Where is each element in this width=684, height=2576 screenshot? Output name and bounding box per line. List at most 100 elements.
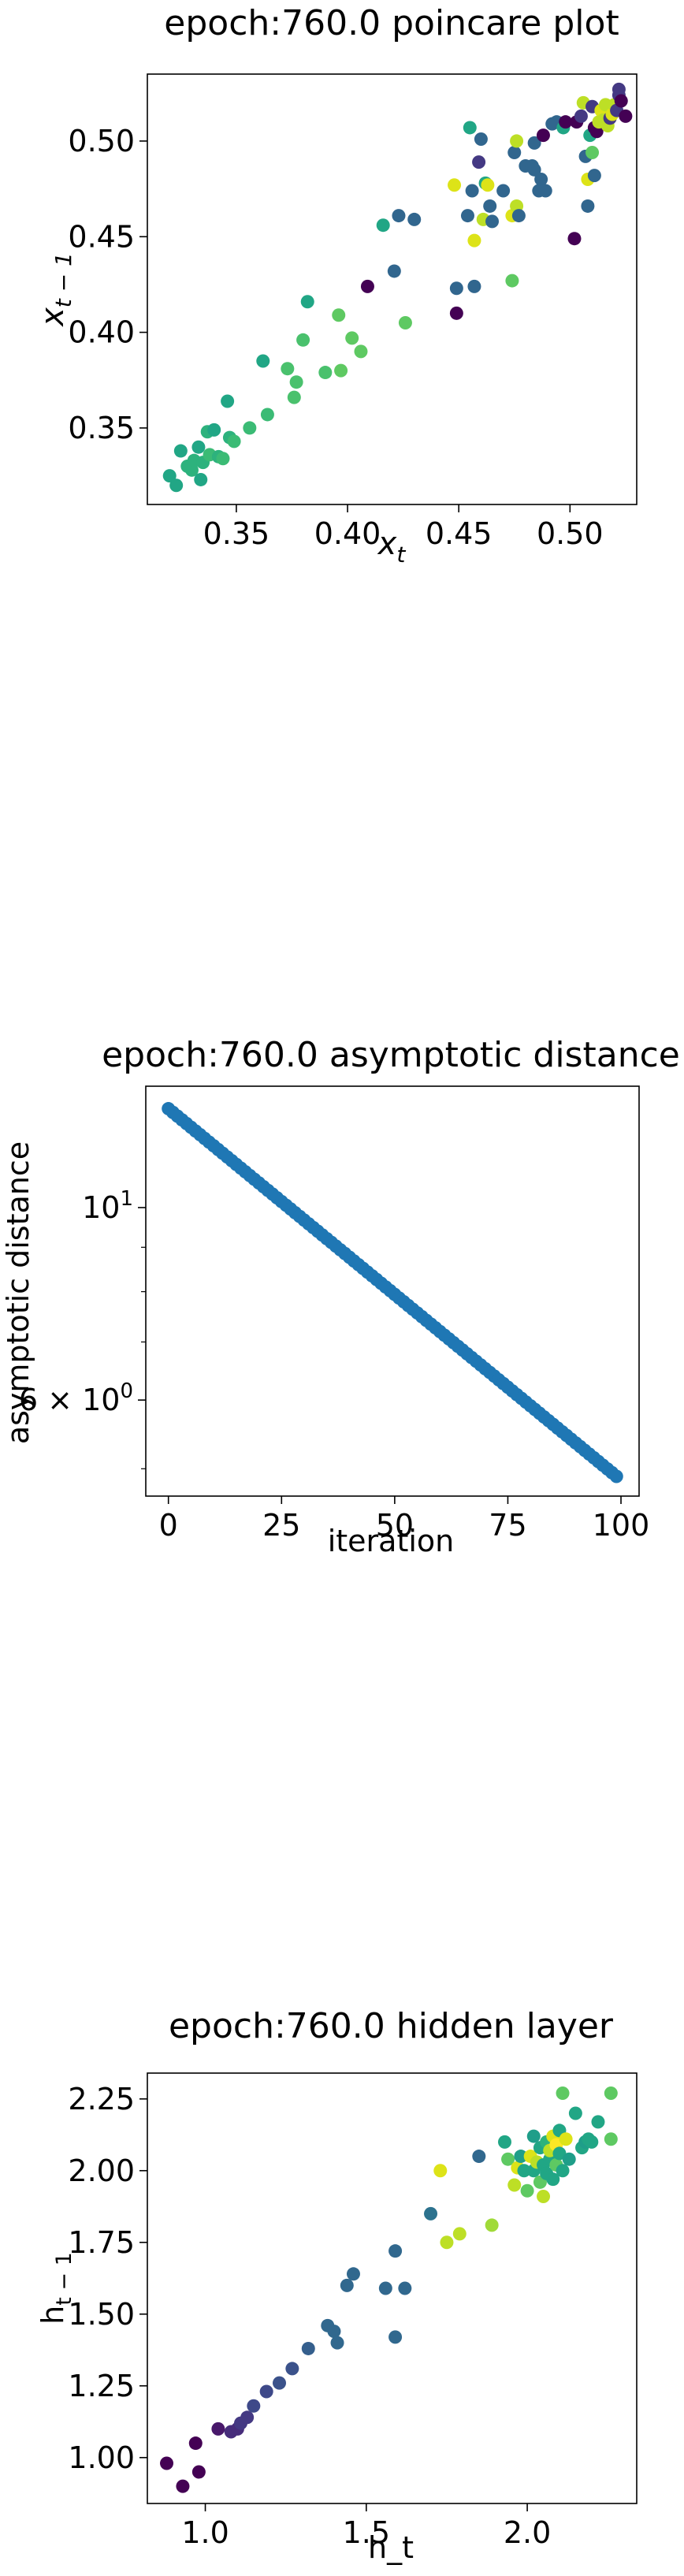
data-point bbox=[465, 184, 479, 198]
data-point bbox=[433, 2164, 448, 2178]
data-point bbox=[332, 308, 346, 322]
data-point bbox=[507, 2178, 522, 2192]
data-point bbox=[398, 315, 412, 329]
data-point bbox=[392, 209, 406, 223]
data-point bbox=[173, 444, 188, 458]
data-point bbox=[285, 2362, 299, 2376]
data-point bbox=[485, 2218, 499, 2232]
data-point bbox=[609, 1469, 623, 1483]
x-tick-label: 100 bbox=[593, 1508, 650, 1543]
data-point bbox=[485, 214, 500, 229]
chart-title: epoch:760.0 hidden layer bbox=[169, 2006, 614, 2046]
data-point bbox=[527, 162, 541, 177]
x-tick-label: 25 bbox=[262, 1508, 300, 1543]
data-points bbox=[162, 1102, 623, 1483]
x-tick-label: 0.45 bbox=[426, 516, 493, 551]
data-point bbox=[243, 421, 257, 435]
data-point bbox=[612, 82, 626, 96]
data-point bbox=[568, 2106, 582, 2120]
data-point bbox=[604, 2132, 618, 2146]
x-axis-label: iteration bbox=[328, 1524, 455, 1558]
data-point bbox=[227, 434, 241, 449]
data-point bbox=[273, 2376, 287, 2390]
data-point bbox=[546, 2172, 560, 2187]
data-point bbox=[510, 134, 524, 148]
data-point bbox=[463, 121, 477, 135]
x-tick-label: 50 bbox=[376, 1508, 414, 1543]
data-point bbox=[559, 115, 573, 129]
y-tick-label: 0.45 bbox=[68, 219, 135, 254]
data-point bbox=[287, 390, 301, 404]
y-tick-label: 0.35 bbox=[68, 411, 135, 445]
data-point bbox=[448, 178, 462, 192]
y-tick-label: 0.50 bbox=[68, 124, 135, 158]
data-point bbox=[388, 2244, 403, 2258]
x-tick-label: 75 bbox=[489, 1508, 526, 1543]
asymptotic-distance-plot: epoch:760.0 asymptotic distance 0 25 50 75 1… bbox=[1, 1035, 680, 1558]
data-point bbox=[191, 2465, 206, 2479]
data-point bbox=[591, 2115, 605, 2129]
data-point bbox=[538, 184, 552, 198]
y-tick-label: 1.50 bbox=[68, 2297, 135, 2332]
data-point bbox=[556, 2086, 570, 2100]
data-point bbox=[467, 233, 481, 248]
data-point bbox=[483, 199, 497, 213]
data-point bbox=[614, 94, 628, 108]
data-point bbox=[527, 136, 541, 150]
data-point bbox=[424, 2206, 438, 2220]
data-point bbox=[536, 128, 550, 143]
data-point bbox=[505, 274, 519, 288]
data-point bbox=[587, 169, 601, 183]
plot-frame bbox=[147, 73, 638, 505]
data-point bbox=[520, 2183, 534, 2198]
data-point bbox=[387, 264, 401, 278]
x-tick-label: 2.0 bbox=[504, 2515, 551, 2550]
y-axis-label: xt − 1 bbox=[35, 252, 76, 328]
data-point bbox=[481, 178, 495, 192]
data-point bbox=[496, 184, 511, 198]
y-axis-label: asymptotic distance bbox=[1, 1141, 35, 1444]
data-point bbox=[194, 472, 208, 486]
data-point bbox=[567, 232, 582, 246]
data-point bbox=[346, 2267, 360, 2281]
x-tick-label: 0.50 bbox=[537, 516, 604, 551]
x-tick-label: 0 bbox=[159, 1508, 178, 1543]
data-point bbox=[514, 2150, 528, 2164]
plot-frame bbox=[145, 1085, 640, 1497]
data-point bbox=[552, 2146, 567, 2161]
data-point bbox=[160, 2456, 174, 2470]
data-point bbox=[169, 478, 184, 493]
data-point bbox=[440, 2235, 454, 2250]
data-point bbox=[318, 366, 333, 380]
y-tick-label: 1.00 bbox=[68, 2440, 135, 2475]
data-point bbox=[191, 440, 206, 454]
data-point bbox=[559, 2132, 573, 2146]
data-point bbox=[398, 2281, 412, 2295]
data-point bbox=[281, 362, 295, 376]
y-tick-label: 2.25 bbox=[68, 2082, 135, 2116]
y-tick-label: 0.40 bbox=[68, 315, 135, 350]
data-point bbox=[334, 363, 348, 378]
data-point bbox=[467, 279, 481, 293]
data-point bbox=[562, 2152, 576, 2166]
data-point bbox=[604, 2086, 618, 2100]
data-point bbox=[474, 132, 488, 147]
tick-labels: 1.0 1.5 2.0 1.00 1.25 1.50 1.75 2.00 2.25 bbox=[68, 2082, 551, 2550]
data-point bbox=[211, 2422, 225, 2436]
data-point bbox=[472, 2150, 486, 2164]
chart-title: epoch:760.0 asymptotic distance bbox=[102, 1035, 680, 1075]
data-point bbox=[585, 2135, 599, 2149]
data-point bbox=[240, 2410, 255, 2425]
data-point bbox=[388, 2330, 403, 2344]
data-point bbox=[537, 2190, 551, 2204]
data-point bbox=[340, 2278, 354, 2292]
data-point bbox=[497, 2135, 511, 2149]
chart-title: epoch:760.0 poincare plot bbox=[164, 3, 619, 43]
data-point bbox=[556, 2164, 570, 2178]
data-point bbox=[289, 375, 303, 389]
data-point bbox=[378, 2281, 392, 2295]
data-point bbox=[376, 218, 390, 233]
plot-frame bbox=[147, 2072, 638, 2504]
data-point bbox=[574, 109, 588, 123]
